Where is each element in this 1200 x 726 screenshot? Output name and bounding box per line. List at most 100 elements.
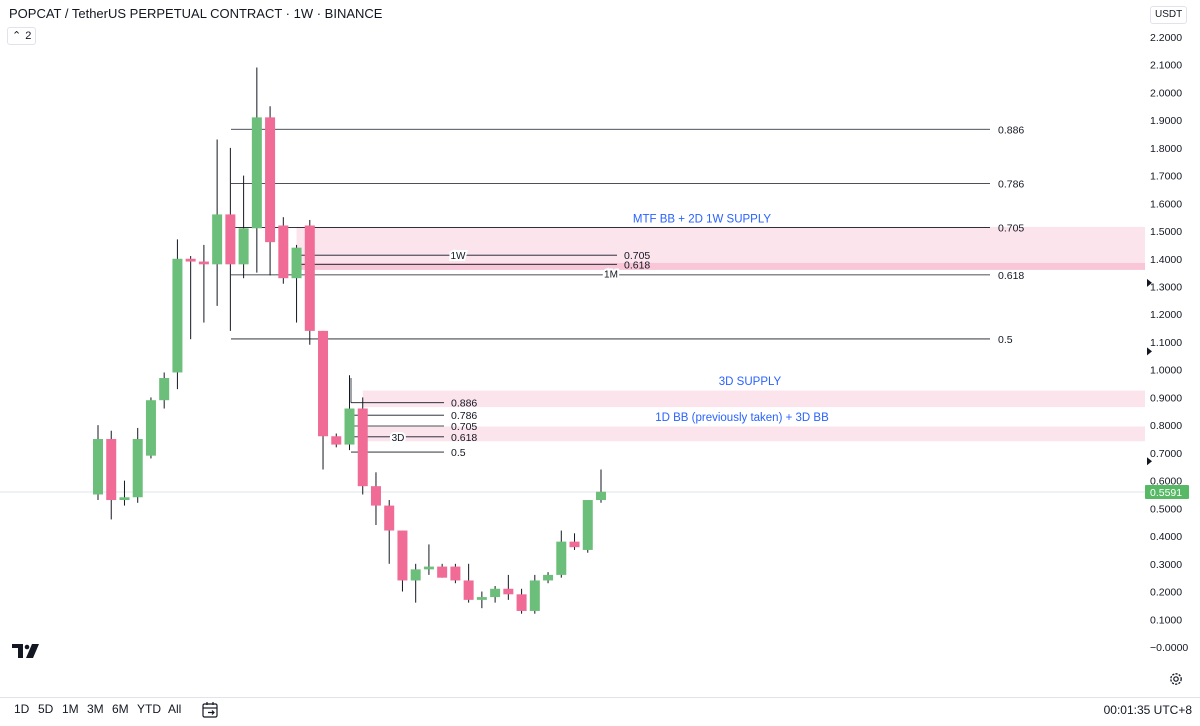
last-price-label: 0.5591 <box>1150 487 1182 499</box>
candle-body <box>185 258 196 262</box>
currency-selector[interactable]: USDT <box>1150 6 1188 24</box>
candle-body <box>278 225 289 279</box>
fib-level-label: 0.786 <box>998 179 1024 191</box>
range-ytd-button[interactable]: YTD <box>137 702 161 716</box>
range-3m-button[interactable]: 3M <box>87 702 104 716</box>
price-axis[interactable]: 2.2000 2.1000 2.0000 1.9000 1.8000 1.7000 1.60… <box>1145 0 1200 665</box>
candle-body <box>291 247 302 279</box>
tradingview-logo[interactable] <box>12 642 40 660</box>
candle-body <box>357 408 368 487</box>
price-marker-arrow-icon <box>1147 457 1152 466</box>
price-tick-label: 0.7000 <box>1150 448 1182 460</box>
price-tick-label: 1.9000 <box>1150 115 1182 127</box>
price-tick-label: 2.0000 <box>1150 87 1182 99</box>
range-1d-button[interactable]: 1D <box>14 702 30 716</box>
candle <box>370 472 381 525</box>
candle <box>145 397 156 459</box>
price-tick-label: 0.2000 <box>1150 587 1182 599</box>
candle <box>529 574 540 614</box>
fib-3d-tag: 3D <box>392 433 405 444</box>
fib-1w-label: 0.705 <box>624 250 650 262</box>
zone-label: 3D SUPPLY <box>719 376 782 388</box>
candle-body <box>503 588 514 595</box>
price-tick-label: 1.0000 <box>1150 365 1182 377</box>
supply-zone <box>296 226 1145 270</box>
fib-1w-label: 0.618 <box>624 259 650 271</box>
clock-timezone[interactable]: 00:01:35 UTC+8 <box>1103 703 1192 717</box>
range-all-button[interactable]: All <box>168 702 182 716</box>
zone-label: MTF BB + 2D 1W SUPPLY <box>633 214 771 226</box>
candle <box>543 572 554 584</box>
candle-body <box>516 594 527 611</box>
candle <box>450 563 461 584</box>
candle-body <box>304 225 315 331</box>
candle-body <box>93 439 103 495</box>
price-tick-label: 1.5000 <box>1150 226 1182 238</box>
price-tick-label: 0.3000 <box>1150 559 1182 571</box>
candle-body <box>543 574 554 581</box>
candle <box>212 139 223 306</box>
price-tick-label: 0.5000 <box>1150 503 1182 515</box>
candle-body <box>212 214 223 265</box>
range-6m-button[interactable]: 6M <box>112 702 129 716</box>
candle <box>159 372 170 409</box>
candle-body <box>172 258 183 373</box>
candle-body <box>450 566 461 581</box>
candle-body <box>331 436 342 445</box>
fib-3d-label: 0.886 <box>451 398 477 410</box>
candle <box>172 239 183 390</box>
candle-body <box>569 541 580 548</box>
candle-body <box>384 505 395 531</box>
candle-body <box>463 580 474 600</box>
candle <box>132 427 143 503</box>
candle-body <box>265 117 276 243</box>
range-1m-button[interactable]: 1M <box>62 702 79 716</box>
candle-body <box>159 378 170 401</box>
price-tick-label: 1.6000 <box>1150 198 1182 210</box>
candle-body <box>251 117 262 229</box>
chevron-up-icon: ⌃ <box>12 30 22 42</box>
candle <box>331 433 342 448</box>
supply-zone <box>362 390 1145 408</box>
price-tick-label: 0.4000 <box>1150 531 1182 543</box>
candle <box>463 563 474 603</box>
candle <box>119 480 130 506</box>
fib-level-label: 0.618 <box>998 270 1024 282</box>
candle <box>423 544 434 575</box>
supply-zones: MTF BB + 2D 1W SUPPLY 3D SUPPLY 1D BB (pre… <box>296 214 1145 442</box>
price-tick-label: 0.9000 <box>1150 392 1182 404</box>
price-tick-label: 0.1000 <box>1150 614 1182 626</box>
fib-1m-tag: 1M <box>604 269 618 280</box>
candle-body <box>596 491 606 501</box>
range-5d-button[interactable]: 5D <box>38 702 54 716</box>
candlestick-chart[interactable]: MTF BB + 2D 1W SUPPLY 3D SUPPLY 1D BB (pre… <box>0 0 1145 665</box>
price-tick-label: −0.0000 <box>1150 642 1188 654</box>
price-tick-label: 1.2000 <box>1150 309 1182 321</box>
candle <box>251 67 262 273</box>
candle <box>582 500 593 553</box>
candle <box>397 530 408 592</box>
fib-level-label: 0.886 <box>998 124 1024 136</box>
candle <box>106 430 117 520</box>
candle-body <box>582 500 593 550</box>
candles <box>93 67 606 614</box>
fib-3d-label: 0.5 <box>451 447 466 459</box>
candle <box>596 469 606 503</box>
candle <box>318 330 329 470</box>
price-tick-label: 1.8000 <box>1150 143 1182 155</box>
fib-3d-label: 0.618 <box>451 432 477 444</box>
price-tick-label: 1.7000 <box>1150 171 1182 183</box>
price-marker-arrow-icon <box>1147 347 1152 356</box>
go-to-date-icon[interactable] <box>201 701 221 719</box>
candle-body <box>556 541 567 575</box>
candle-body <box>106 439 117 501</box>
candle <box>490 585 501 603</box>
candle-body <box>476 597 487 600</box>
candle <box>384 500 395 564</box>
fib-levels: 0.8860.7860.7050.6180.50.7050.6181W1M0.8… <box>231 124 1024 459</box>
candle <box>225 147 236 331</box>
candle <box>238 175 249 279</box>
indicator-collapse-button[interactable]: ⌃ 2 <box>7 27 37 45</box>
fib-1w-tag: 1W <box>451 251 467 262</box>
settings-gear-icon[interactable] <box>1168 671 1184 687</box>
